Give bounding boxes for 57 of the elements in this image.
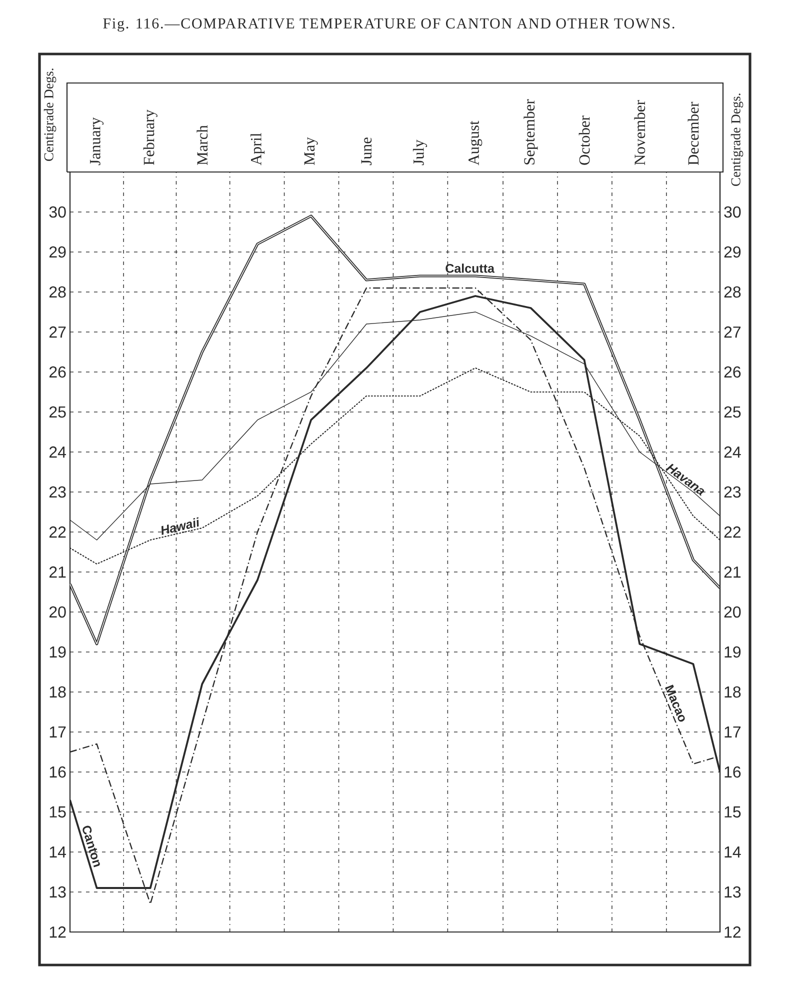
x-tick-label: September bbox=[524, 99, 538, 164]
text: Hawaii bbox=[162, 517, 199, 535]
y2-tick-label: 23 bbox=[724, 486, 741, 498]
y-tick-label: 12 bbox=[50, 926, 66, 938]
y2-tick-label: 21 bbox=[724, 566, 741, 578]
x-tick-label: February bbox=[143, 110, 158, 166]
y2-tick-label: 12 bbox=[724, 926, 741, 938]
y2-tick-label: 24 bbox=[724, 446, 741, 458]
y-tick-label: 14 bbox=[50, 846, 66, 858]
y2-tick-label: 15 bbox=[724, 806, 741, 818]
y-tick-label: 22 bbox=[49, 526, 66, 538]
y-tick-label: 29 bbox=[49, 246, 66, 258]
y-tick-label: 21 bbox=[49, 566, 66, 578]
x-tick-label: January bbox=[90, 117, 104, 166]
y-tick-label: 28 bbox=[49, 286, 66, 298]
y-tick-label: 23 bbox=[49, 486, 66, 498]
y-tick-label: 13 bbox=[50, 886, 66, 898]
y2-tick-label: 22 bbox=[724, 526, 741, 538]
x-tick-label: April bbox=[250, 133, 265, 166]
text: Macao bbox=[664, 684, 685, 722]
y-tick-label: 24 bbox=[49, 446, 66, 458]
y-tick-label: 20 bbox=[49, 606, 66, 618]
y2-tick-label: 13 bbox=[724, 886, 741, 898]
y-tick-label: 25 bbox=[49, 406, 66, 418]
y2-tick-label: 20 bbox=[724, 606, 741, 618]
y2-tick-label: 19 bbox=[724, 646, 741, 658]
y-tick-label: 30 bbox=[49, 206, 66, 218]
x-tick-label: December bbox=[688, 102, 699, 166]
series-label: Calcutta bbox=[446, 264, 495, 273]
y2-tick-label: 26 bbox=[724, 366, 741, 378]
x-tick-label: May bbox=[304, 137, 318, 166]
y2-tick-label: 17 bbox=[724, 726, 741, 738]
x-tick-label: November bbox=[634, 100, 646, 166]
y2-tick-label: 29 bbox=[724, 246, 741, 258]
y2-axis-title: Centigrade Degs. bbox=[730, 94, 744, 186]
y2-tick-label: 25 bbox=[724, 406, 741, 418]
y2-tick-label: 16 bbox=[724, 766, 741, 778]
x-tick-label: March bbox=[196, 125, 208, 166]
y-tick-label: 15 bbox=[50, 806, 66, 818]
x-tick-label: October bbox=[578, 116, 590, 165]
y2-tick-label: 30 bbox=[724, 206, 741, 218]
y-tick-label: 16 bbox=[50, 766, 66, 778]
chart-title: Fig. 116.—COMPARATIVE TEMPERATURE OF CANTON AND OTHER TOWNS. bbox=[103, 18, 674, 32]
x-tick-label: June bbox=[361, 138, 372, 166]
text: Canton bbox=[82, 826, 100, 868]
y-tick-label: 18 bbox=[50, 686, 66, 698]
y2-tick-label: 14 bbox=[724, 846, 741, 858]
y2-tick-label: 27 bbox=[724, 326, 741, 338]
y-tick-label: 17 bbox=[50, 726, 66, 738]
y-tick-label: 19 bbox=[50, 646, 66, 658]
x-tick-label: August bbox=[468, 120, 482, 166]
y-tick-label: 26 bbox=[49, 366, 66, 378]
x-tick-label: July bbox=[412, 140, 428, 166]
y-axis-title: Centigrade Degs. bbox=[44, 68, 56, 161]
y-tick-label: 27 bbox=[49, 326, 66, 338]
y2-tick-label: 18 bbox=[724, 686, 741, 698]
y2-tick-label: 28 bbox=[724, 286, 741, 298]
